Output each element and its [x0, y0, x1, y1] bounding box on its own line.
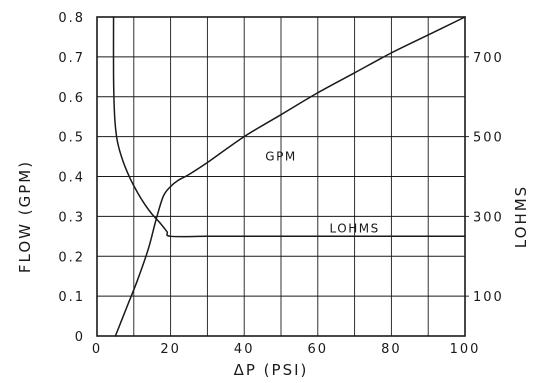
x-tick-label: 0 — [92, 342, 102, 357]
y2-axis-title: LOHMS — [512, 185, 530, 248]
y2-tick-label: 700 — [473, 51, 504, 66]
x-tick-label: 40 — [234, 342, 255, 357]
y-tick-label: 0.1 — [58, 290, 85, 305]
series-lines — [112, 16, 466, 337]
x-tick-labels: 0 20 40 60 80 100 — [92, 342, 481, 357]
x-tick-label: 20 — [160, 342, 181, 357]
x-tick-label: 80 — [381, 342, 402, 357]
series-line-gpm — [114, 16, 466, 337]
x-tick-label: 60 — [308, 342, 329, 357]
plot-frame — [96, 16, 466, 337]
y-tick-label: 0.8 — [58, 11, 85, 26]
y-tick-label: 0 — [75, 330, 85, 345]
x-tick-label: 100 — [450, 342, 481, 357]
annotation-lohms: LOHMS — [329, 221, 379, 235]
curve-annotations: GPM LOHMS — [265, 150, 379, 236]
y-tick-label: 0.3 — [58, 210, 85, 225]
y-tick-labels: 0 0.1 0.2 0.3 0.4 0.5 0.6 0.7 0.8 — [58, 11, 85, 345]
y-tick-label: 0.7 — [58, 51, 85, 66]
y-tick-label: 0.2 — [58, 250, 85, 265]
y2-tick-label: 100 — [473, 290, 504, 305]
y2-tick-labels: 100 300 500 700 — [465, 51, 504, 305]
y-tick-label: 0.4 — [58, 171, 85, 186]
y-tick-label: 0.5 — [58, 131, 85, 146]
grid-lines — [97, 17, 465, 336]
y2-tick-label: 300 — [473, 210, 504, 225]
x-axis-title: ΔP (PSI) — [234, 361, 309, 379]
series-line-lohms — [112, 16, 466, 238]
annotation-gpm: GPM — [265, 150, 296, 164]
y-axis-title: FLOW (GPM) — [16, 160, 34, 273]
y-tick-label: 0.6 — [58, 91, 85, 106]
y2-tick-label: 500 — [473, 131, 504, 146]
